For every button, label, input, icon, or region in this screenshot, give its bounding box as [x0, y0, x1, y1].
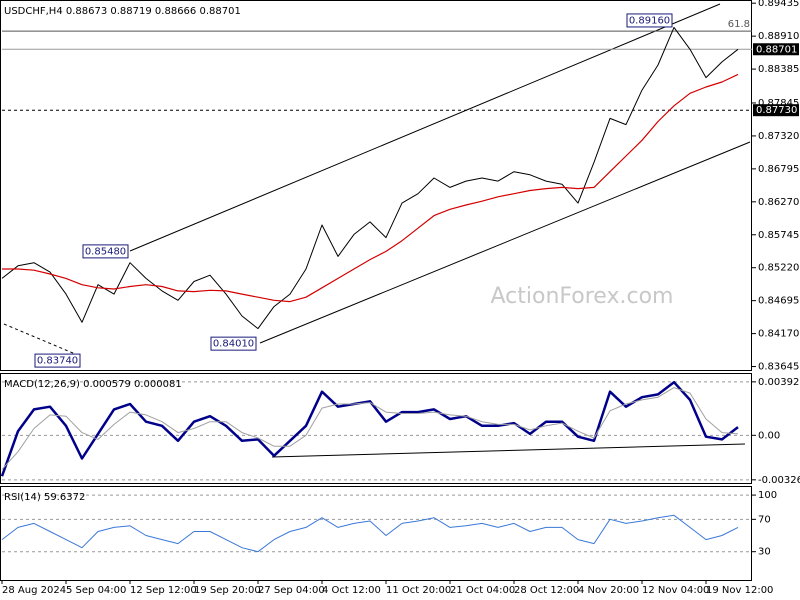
x-tick-label: 11 Oct 20:00 — [386, 585, 451, 596]
x-tick-label: 28 Oct 12:00 — [514, 585, 579, 596]
annotation-label: 0.85480 — [85, 246, 126, 257]
channel-lower — [259, 141, 751, 344]
y-tick-label: 0.86270 — [758, 197, 799, 208]
rsi-panel-frame — [0, 486, 752, 581]
price-panel-frame — [0, 0, 752, 371]
x-tick-label: 28 Aug 2024 — [2, 585, 66, 596]
series-line — [2, 73, 739, 303]
annotation-label: 0.84010 — [213, 339, 254, 350]
x-tick-label: 12 Sep 12:00 — [130, 585, 197, 596]
annotation-label: 0.83740 — [37, 356, 78, 367]
watermark: ActionForex.com — [491, 284, 674, 309]
y-tick-label: 70 — [758, 514, 771, 525]
y-tick-label: 0.86795 — [758, 164, 799, 175]
level-label: 0.88701 — [756, 44, 797, 55]
series-line — [1, 387, 739, 470]
annotation-box — [34, 353, 81, 368]
level-label: 61.8 — [728, 19, 750, 30]
x-tick-label: 5 Sep 04:00 — [66, 585, 126, 596]
y-tick-label: 0.89435 — [758, 0, 799, 9]
trend-line-dashed — [3, 323, 81, 357]
y-tick-label: 0.83645 — [758, 362, 799, 373]
x-tick-label: 21 Oct 04:00 — [450, 585, 515, 596]
y-tick-label: 0.84695 — [758, 296, 799, 307]
y-tick-label: 100 — [758, 490, 777, 501]
x-tick-label: 4 Nov 20:00 — [578, 585, 639, 596]
y-tick-label: 0.85220 — [758, 263, 799, 274]
annotation-box — [626, 13, 673, 28]
y-tick-label: 0.85745 — [758, 230, 799, 241]
panel-title: USDCHF,H4 0.88673 0.88719 0.88666 0.8870… — [4, 6, 241, 17]
y-tick-label: 30 — [758, 547, 771, 558]
x-tick-label: 19 Sep 20:00 — [194, 585, 261, 596]
channel-upper — [129, 3, 721, 252]
y-tick-label: 0.88910 — [758, 31, 799, 42]
level-label-box — [753, 43, 799, 56]
x-tick-label: 27 Sep 04:00 — [258, 585, 325, 596]
y-tick-label: 0.88385 — [758, 64, 799, 75]
macd-panel-frame — [0, 373, 752, 484]
series-line — [1, 26, 739, 330]
x-tick-label: 4 Oct 12:00 — [322, 585, 381, 596]
annotation-label: 0.89160 — [629, 15, 670, 26]
level-label: 0.87730 — [756, 105, 797, 116]
y-tick-label: 0.003923 — [758, 377, 800, 388]
panel-title: MACD(12,26,9) 0.000579 0.000081 — [4, 379, 182, 390]
x-tick-label: 19 Nov 12:00 — [706, 585, 773, 596]
annotation-box — [82, 244, 129, 259]
y-tick-label: 0.87320 — [758, 131, 799, 142]
y-tick-label: -0.003267 — [758, 475, 800, 486]
series-line — [1, 514, 739, 553]
panel-title: RSI(14) 59.6372 — [4, 492, 85, 503]
y-tick-label: 0.00 — [758, 430, 780, 441]
macd-trendline — [271, 443, 746, 458]
x-tick-label: 12 Nov 04:00 — [642, 585, 709, 596]
level-label-box — [753, 104, 799, 117]
annotation-box — [210, 336, 257, 351]
y-tick-label: 0.87845 — [758, 98, 799, 109]
y-tick-label: 0.84170 — [758, 329, 799, 340]
series-line — [0, 380, 739, 477]
